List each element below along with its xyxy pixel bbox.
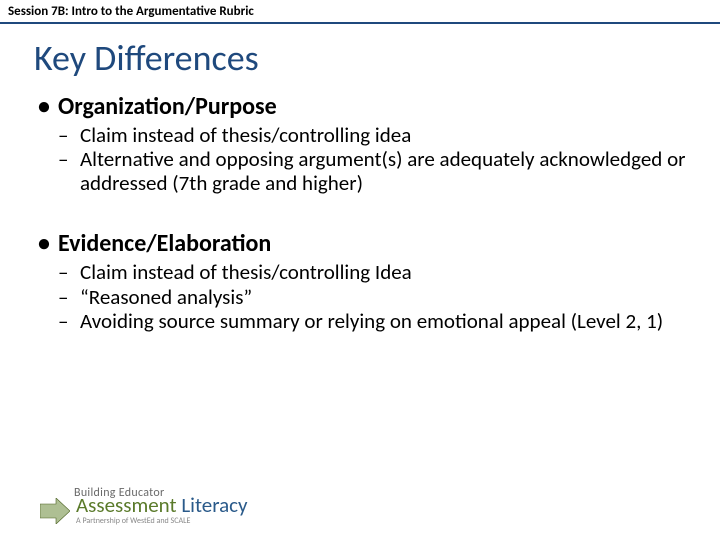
logo-word2: Literacy: [181, 492, 247, 518]
logo-word1: Assessment: [76, 492, 177, 518]
bullet-dot-icon: •: [30, 92, 58, 121]
sub-bullet: –Claim instead of thesis/controlling Ide…: [30, 260, 690, 284]
sub-bullet-text: Claim instead of thesis/controlling idea: [80, 122, 411, 148]
sub-bullet-text: Claim instead of thesis/controlling Idea: [80, 259, 412, 285]
dash-icon: –: [58, 309, 80, 333]
bullet-heading: •Organization/Purpose: [30, 92, 690, 121]
dash-icon: –: [58, 123, 80, 147]
session-header: Session 7B: Intro to the Argumentative R…: [0, 0, 720, 21]
footer-logo: Building Educator Assessment Literacy A …: [40, 486, 300, 526]
bullet-heading: •Evidence/Elaboration: [30, 229, 690, 258]
header-rule: [0, 22, 720, 24]
sub-bullet-text: Avoiding source summary or relying on em…: [80, 308, 663, 334]
sub-bullet: –Alternative and opposing argument(s) ar…: [30, 147, 690, 195]
logo-wordmark: Assessment Literacy: [76, 496, 248, 516]
dash-icon: –: [58, 260, 80, 284]
logo-main-row: Assessment Literacy A Partnership of Wes…: [40, 496, 300, 526]
slide-title: Key Differences: [34, 36, 259, 80]
sub-bullet: –Claim instead of thesis/controlling ide…: [30, 123, 690, 147]
dash-icon: –: [58, 147, 80, 171]
content-body: •Organization/Purpose –Claim instead of …: [30, 92, 690, 333]
dash-icon: –: [58, 285, 80, 309]
sub-bullet: –Avoiding source summary or relying on e…: [30, 309, 690, 333]
slide: Session 7B: Intro to the Argumentative R…: [0, 0, 720, 540]
sub-bullet-text: Alternative and opposing argument(s) are…: [80, 146, 685, 196]
bullet-dot-icon: •: [30, 229, 58, 258]
sub-bullet-text: “Reasoned analysis”: [80, 284, 252, 310]
sub-bullet: –“Reasoned analysis”: [30, 285, 690, 309]
bullet-heading-text: Organization/Purpose: [58, 92, 277, 121]
logo-subtitle: A Partnership of WestEd and SCALE: [76, 518, 248, 526]
arrow-icon: [40, 498, 70, 524]
bullet-heading-text: Evidence/Elaboration: [58, 229, 271, 258]
